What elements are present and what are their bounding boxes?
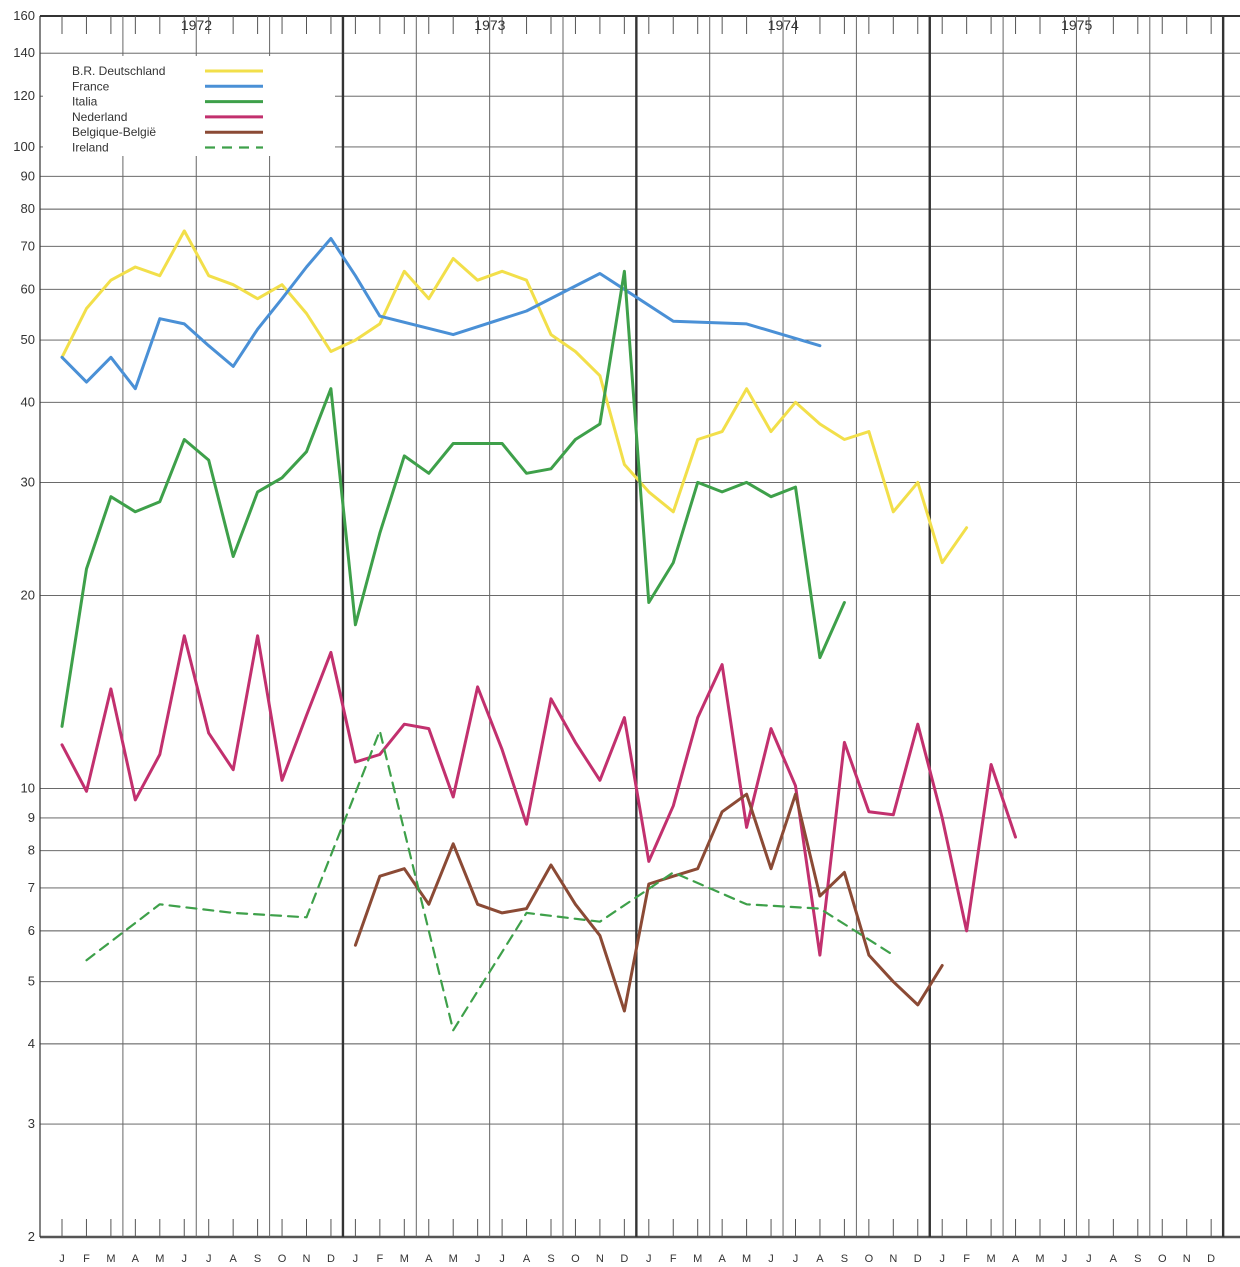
x-month-label-46: N xyxy=(1183,1253,1191,1265)
x-month-label-34: N xyxy=(889,1253,897,1265)
y-tick-label-5: 5 xyxy=(28,974,35,989)
y-tick-label-60: 60 xyxy=(21,281,35,296)
x-month-label-31: A xyxy=(816,1253,824,1265)
x-month-label-10: N xyxy=(303,1253,311,1265)
y-tick-label-8: 8 xyxy=(28,843,35,858)
legend-background xyxy=(43,56,335,156)
y-tick-label-160: 160 xyxy=(13,8,35,23)
legend-label-0: B.R. Deutschland xyxy=(72,64,165,78)
year-label-1972: 1972 xyxy=(181,17,212,33)
y-tick-label-80: 80 xyxy=(21,201,35,216)
x-month-label-47: D xyxy=(1207,1253,1215,1265)
x-month-label-15: A xyxy=(425,1253,433,1265)
x-month-label-35: D xyxy=(914,1253,922,1265)
year-labels: 1972 1973 1974 1975 xyxy=(181,17,1093,33)
legend-label-5: Ireland xyxy=(72,141,109,155)
x-month-label-44: S xyxy=(1134,1253,1141,1265)
x-month-label-2: M xyxy=(106,1253,115,1265)
x-month-label-9: O xyxy=(278,1253,287,1265)
year-label-1974: 1974 xyxy=(768,17,799,33)
x-month-label-41: J xyxy=(1062,1253,1068,1265)
x-month-label-27: A xyxy=(718,1253,726,1265)
legend-label-2: Italia xyxy=(72,95,98,109)
legend-label-3: Nederland xyxy=(72,110,127,124)
y-tick-label-100: 100 xyxy=(13,139,35,154)
x-month-label-24: J xyxy=(646,1253,652,1265)
x-month-label-14: M xyxy=(400,1253,409,1265)
x-month-label-4: M xyxy=(155,1253,164,1265)
x-month-label-33: O xyxy=(865,1253,874,1265)
x-month-label-20: S xyxy=(547,1253,554,1265)
x-month-label-5: J xyxy=(182,1253,188,1265)
legend-label-1: France xyxy=(72,79,110,93)
x-month-label-28: M xyxy=(742,1253,751,1265)
x-month-label-32: S xyxy=(841,1253,848,1265)
y-tick-label-70: 70 xyxy=(21,238,35,253)
series-lines xyxy=(60,229,1017,1032)
x-month-label-13: F xyxy=(376,1253,383,1265)
year-label-1975: 1975 xyxy=(1061,17,1092,33)
y-tick-label-10: 10 xyxy=(21,781,35,796)
y-tick-label-50: 50 xyxy=(21,332,35,347)
y-tick-label-120: 120 xyxy=(13,88,35,103)
x-month-label-11: D xyxy=(327,1253,335,1265)
x-month-label-12: J xyxy=(353,1253,359,1265)
x-month-label-36: J xyxy=(939,1253,945,1265)
x-month-label-19: A xyxy=(523,1253,531,1265)
series-line-3 xyxy=(60,634,1017,957)
x-month-label-42: J xyxy=(1086,1253,1092,1265)
series-line-1 xyxy=(60,237,822,391)
x-month-label-21: O xyxy=(571,1253,580,1265)
x-month-label-8: S xyxy=(254,1253,261,1265)
year-label-1973: 1973 xyxy=(474,17,505,33)
x-month-label-37: F xyxy=(963,1253,970,1265)
y-tick-label-40: 40 xyxy=(21,394,35,409)
y-tick-label-20: 20 xyxy=(21,587,35,602)
x-month-label-3: A xyxy=(132,1253,140,1265)
y-axis-tick-labels: 2 3 4 5 6 7 8 9 10 20 30 40 50 60 70 80 90 100 120 140 160 xyxy=(13,8,35,1244)
x-month-label-40: M xyxy=(1035,1253,1044,1265)
series-line-4 xyxy=(353,792,944,1013)
x-month-label-6: J xyxy=(206,1253,212,1265)
y-tick-label-90: 90 xyxy=(21,168,35,183)
y-tick-label-140: 140 xyxy=(13,45,35,60)
y-tick-label-3: 3 xyxy=(28,1116,35,1131)
y-tick-label-7: 7 xyxy=(28,880,35,895)
x-month-label-45: O xyxy=(1158,1253,1167,1265)
y-tick-label-30: 30 xyxy=(21,474,35,489)
x-month-label-16: M xyxy=(449,1253,458,1265)
series-line-5 xyxy=(85,729,895,1032)
x-month-label-23: D xyxy=(620,1253,628,1265)
x-month-label-18: J xyxy=(499,1253,505,1265)
x-month-label-17: J xyxy=(475,1253,481,1265)
x-month-label-25: F xyxy=(670,1253,677,1265)
x-month-label-0: J xyxy=(59,1253,65,1265)
y-tick-label-4: 4 xyxy=(28,1036,35,1051)
x-month-label-22: N xyxy=(596,1253,604,1265)
x-month-label-39: A xyxy=(1012,1253,1020,1265)
x-month-label-1: F xyxy=(83,1253,90,1265)
y-tick-label-2: 2 xyxy=(28,1229,35,1244)
x-month-label-38: M xyxy=(987,1253,996,1265)
series-line-0 xyxy=(60,229,969,565)
legend-label-4: Belgique-België xyxy=(72,125,156,139)
y-tick-label-6: 6 xyxy=(28,923,35,938)
y-tick-label-9: 9 xyxy=(28,810,35,825)
x-month-label-29: J xyxy=(768,1253,774,1265)
series-line-2 xyxy=(60,269,846,728)
x-month-label-26: M xyxy=(693,1253,702,1265)
x-month-label-43: A xyxy=(1110,1253,1118,1265)
x-month-label-30: J xyxy=(793,1253,799,1265)
x-month-label-7: A xyxy=(229,1253,237,1265)
grid xyxy=(39,15,1240,1239)
